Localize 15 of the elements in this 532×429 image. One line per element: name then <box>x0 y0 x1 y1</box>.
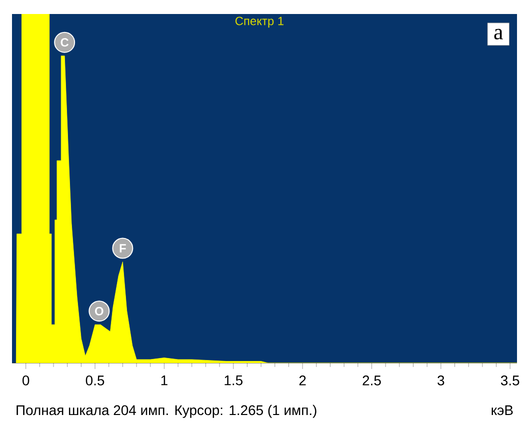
x-tick-label: 2 <box>299 376 306 386</box>
x-axis-title: кэВ <box>492 405 513 416</box>
x-tick-label: 0.5 <box>86 376 104 386</box>
annotation: a <box>494 28 503 40</box>
x-tick-label: 2.5 <box>362 376 381 386</box>
annotation: C <box>60 38 69 47</box>
annotation: O <box>95 306 104 316</box>
x-tick-label: 1.5 <box>224 376 242 386</box>
chart-title: Спектр 1 <box>235 16 284 28</box>
x-tick-label: 3 <box>438 376 444 386</box>
x-tick-label: 1 <box>161 376 168 386</box>
annotation: F <box>120 244 126 252</box>
x-tick-label: 0 <box>22 376 30 386</box>
text: Полная шкала 204 имп. Курсор: 1.265 (1 имп.) <box>16 404 316 418</box>
x-tick-label: 3.5 <box>500 376 520 386</box>
